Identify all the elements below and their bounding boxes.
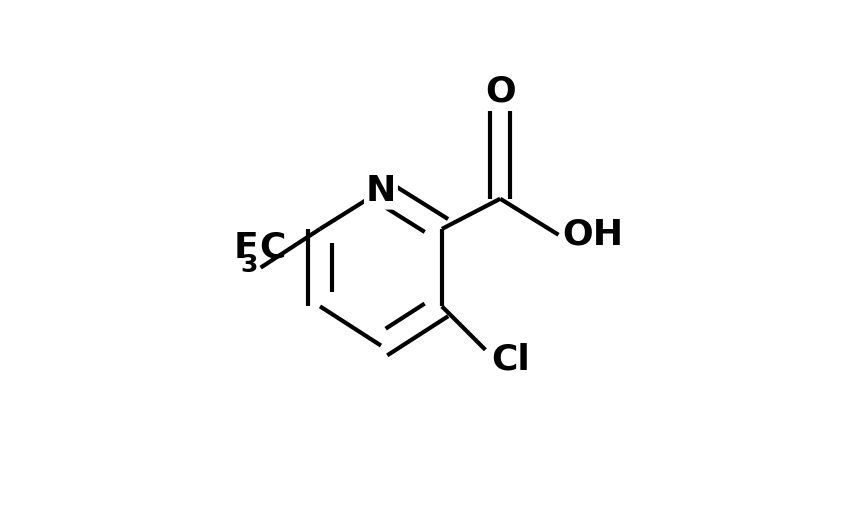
Text: 3: 3 (240, 253, 258, 277)
Text: Cl: Cl (492, 342, 531, 376)
Text: N: N (366, 174, 396, 208)
Text: F: F (233, 231, 258, 265)
Text: OH: OH (562, 218, 624, 252)
Text: O: O (485, 74, 515, 108)
Text: C: C (260, 231, 286, 265)
